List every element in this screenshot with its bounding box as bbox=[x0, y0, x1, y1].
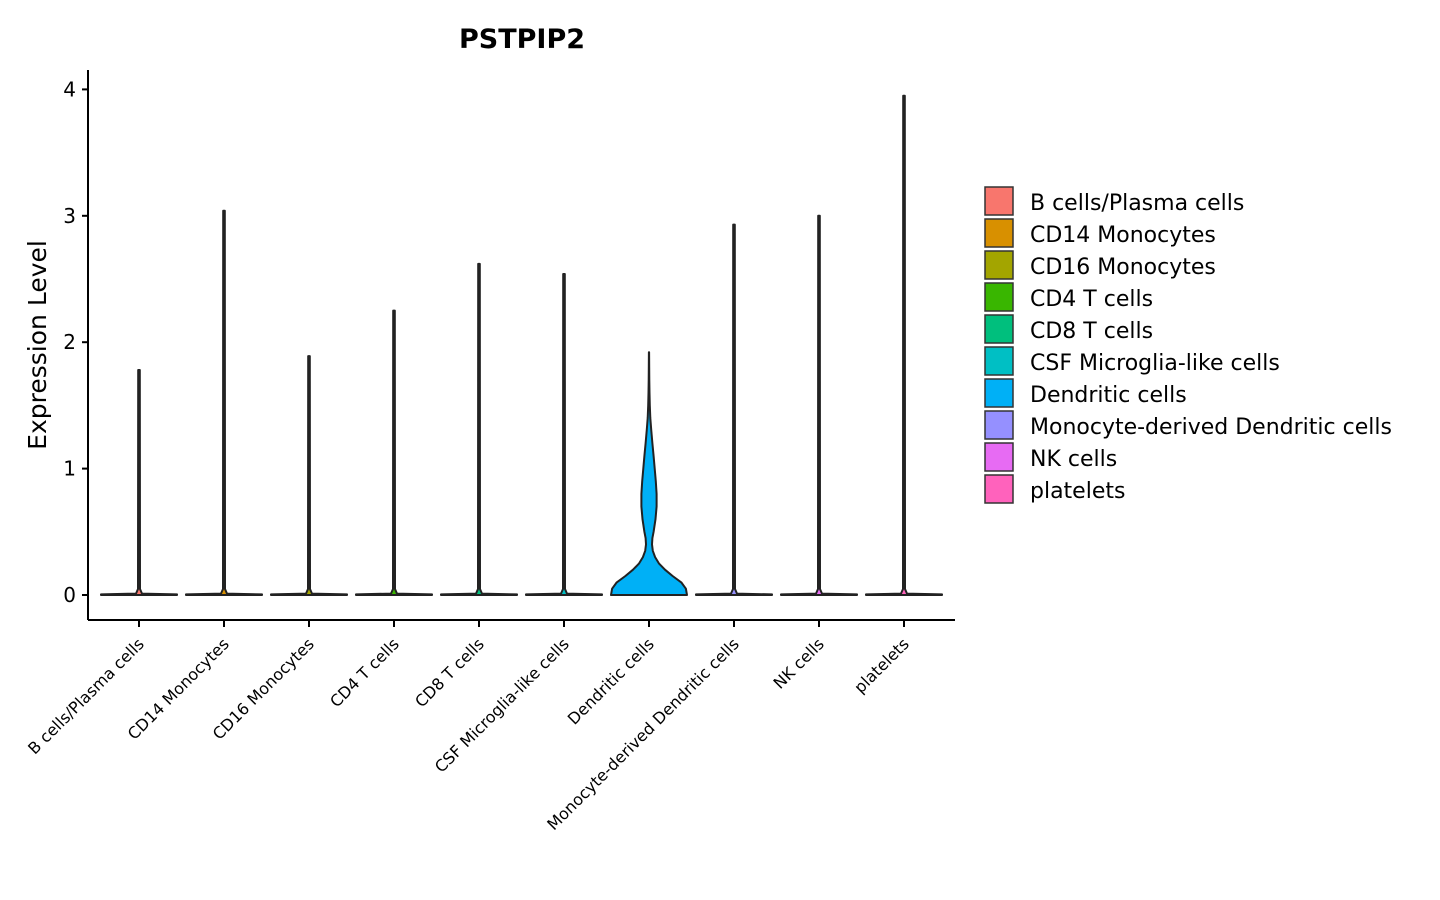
legend-label: platelets bbox=[1030, 479, 1125, 504]
x-tick-label: platelets bbox=[850, 634, 913, 697]
y-axis-title: Expression Level bbox=[23, 240, 52, 450]
violin-cd8-t-cells bbox=[440, 262, 518, 596]
legend-label: Dendritic cells bbox=[1030, 383, 1187, 408]
legend-swatch bbox=[984, 474, 1014, 504]
violin-dendritic-cells bbox=[610, 351, 688, 596]
legend-label: CD8 T cells bbox=[1030, 319, 1153, 344]
y-tick-label: 4 bbox=[63, 77, 76, 101]
violin-cd14-monocytes bbox=[185, 209, 263, 596]
x-tick-label: NK cells bbox=[770, 634, 828, 692]
legend-swatch bbox=[984, 314, 1014, 344]
legend-label: CSF Microglia-like cells bbox=[1030, 351, 1280, 376]
violin-cd4-t-cells bbox=[355, 309, 433, 596]
violin-platelets bbox=[865, 94, 943, 596]
legend-swatch bbox=[984, 282, 1014, 312]
legend-swatch bbox=[984, 442, 1014, 472]
legend-swatch bbox=[984, 346, 1014, 376]
y-tick-label: 3 bbox=[63, 204, 76, 228]
y-tick-label: 2 bbox=[63, 330, 76, 354]
legend-label: CD14 Monocytes bbox=[1030, 223, 1216, 248]
violin-monocyte-derived-dendritic-cells bbox=[695, 223, 773, 596]
x-tick-label: Monocyte-derived Dendritic cells bbox=[543, 634, 743, 834]
violin-cd16-monocytes bbox=[270, 355, 348, 596]
x-tick-label: CD8 T cells bbox=[411, 634, 488, 711]
violin-csf-microglia-like-cells bbox=[525, 272, 603, 596]
y-tick-label: 1 bbox=[63, 457, 76, 481]
legend-label: B cells/Plasma cells bbox=[1030, 191, 1244, 216]
x-tick-label: B cells/Plasma cells bbox=[24, 634, 148, 758]
violin-b-cells-plasma-cells bbox=[100, 369, 178, 596]
legend-label: CD16 Monocytes bbox=[1030, 255, 1216, 280]
legend-swatch bbox=[984, 410, 1014, 440]
y-tick-label: 0 bbox=[63, 583, 76, 607]
violin-nk-cells bbox=[780, 214, 858, 596]
legend-label: NK cells bbox=[1030, 447, 1117, 472]
legend-label: Monocyte-derived Dendritic cells bbox=[1030, 415, 1392, 440]
x-tick-label: Dendritic cells bbox=[564, 634, 658, 728]
legend-label: CD4 T cells bbox=[1030, 287, 1153, 312]
legend: B cells/Plasma cells CD14 Monocytes CD16 M… bbox=[984, 186, 1392, 504]
x-tick-label: CD4 T cells bbox=[326, 634, 403, 711]
legend-swatch bbox=[984, 218, 1014, 248]
legend-swatch bbox=[984, 378, 1014, 408]
chart-title: PSTPIP2 bbox=[459, 24, 585, 55]
legend-swatch bbox=[984, 250, 1014, 280]
legend-swatch bbox=[984, 186, 1014, 216]
